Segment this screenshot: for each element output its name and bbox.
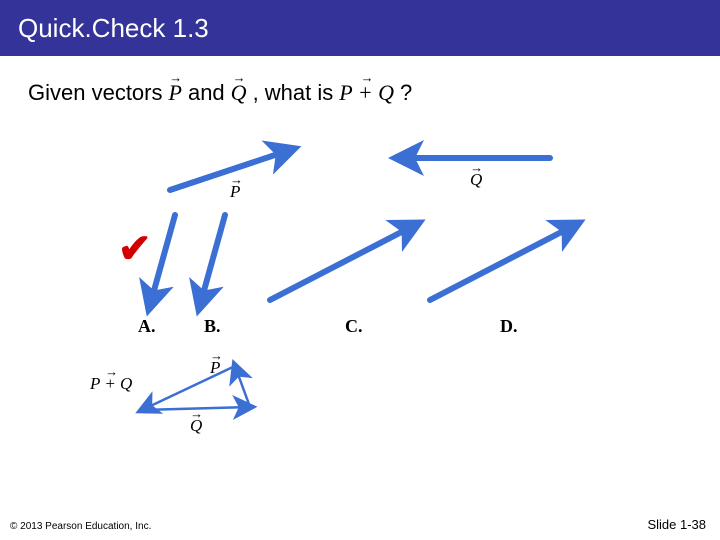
option-b-label: B. bbox=[204, 316, 221, 337]
correct-check-icon: ✔ bbox=[118, 226, 152, 272]
q-text-2: and bbox=[188, 80, 225, 106]
q-text-3: , what is bbox=[253, 80, 334, 106]
q-text-4: ? bbox=[400, 80, 412, 106]
title-bar: Quick.Check 1.3 bbox=[0, 0, 720, 56]
label-tri-pq: P + Q bbox=[90, 374, 132, 394]
q-vec-q: Q bbox=[231, 80, 247, 106]
question-line: Given vectors P and Q , what is P + Q ? bbox=[28, 80, 412, 106]
label-tri-p: P bbox=[210, 358, 220, 378]
option-a-label: A. bbox=[138, 316, 156, 337]
option-c-label: C. bbox=[345, 316, 363, 337]
q-vec-pq: P + Q bbox=[339, 80, 394, 106]
label-vector-p: P bbox=[230, 182, 240, 202]
label-vector-q: Q bbox=[470, 170, 482, 190]
slide-number: Slide 1-38 bbox=[647, 517, 706, 532]
option-d-label: D. bbox=[500, 316, 518, 337]
label-tri-q: Q bbox=[190, 416, 202, 436]
diagram-area: ✔ P Q A. B. C. D. P + Q P Q bbox=[120, 130, 620, 460]
q-vec-p: P bbox=[169, 80, 182, 106]
q-text-1: Given vectors bbox=[28, 80, 163, 106]
page-title: Quick.Check 1.3 bbox=[18, 13, 209, 44]
copyright-text: © 2013 Pearson Education, Inc. bbox=[10, 521, 151, 532]
